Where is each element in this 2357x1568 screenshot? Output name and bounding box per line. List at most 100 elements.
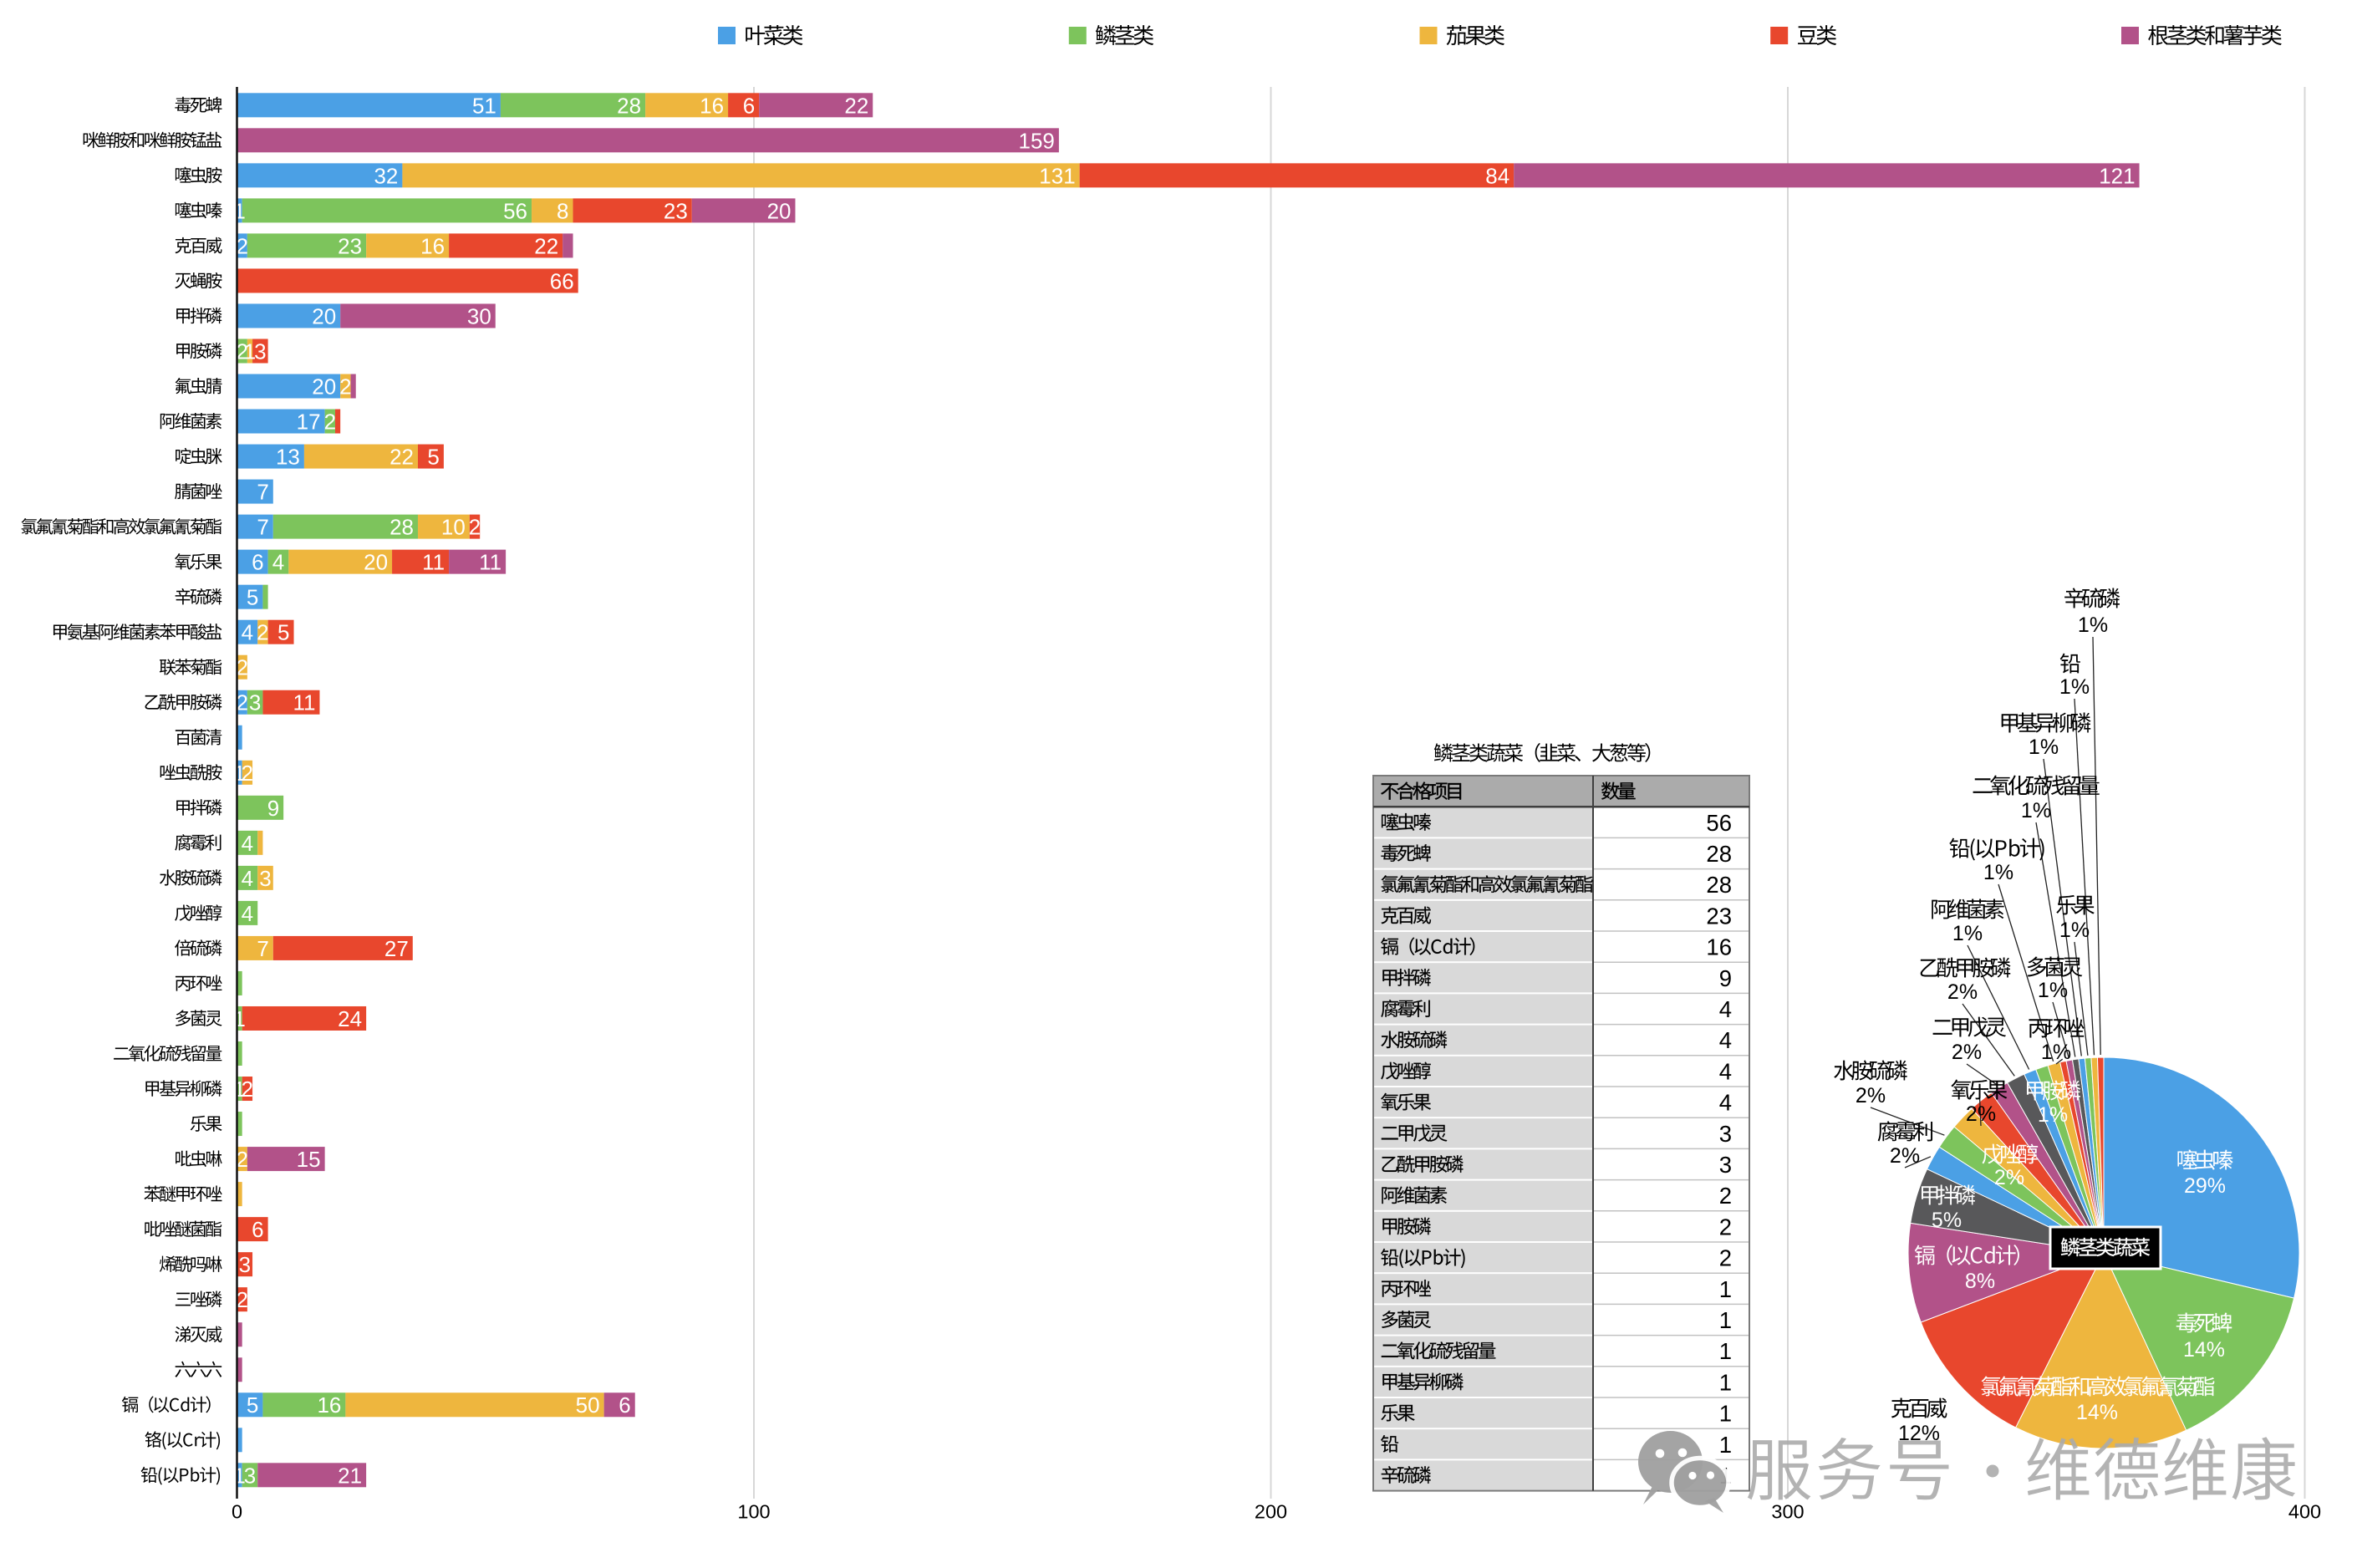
svg-text:9: 9 bbox=[1719, 965, 1732, 991]
svg-text:400: 400 bbox=[2288, 1501, 2321, 1523]
svg-text:1: 1 bbox=[1719, 1432, 1732, 1458]
svg-text:16: 16 bbox=[1706, 934, 1732, 960]
svg-text:2: 2 bbox=[236, 655, 247, 680]
svg-text:2%: 2% bbox=[1890, 1144, 1920, 1168]
svg-text:3: 3 bbox=[244, 1463, 256, 1488]
svg-text:30: 30 bbox=[467, 303, 491, 328]
svg-text:66: 66 bbox=[550, 268, 574, 293]
svg-text:22: 22 bbox=[389, 445, 414, 470]
svg-text:22: 22 bbox=[534, 233, 558, 258]
svg-text:8%: 8% bbox=[1965, 1270, 1995, 1293]
svg-text:1%: 1% bbox=[1952, 922, 1983, 945]
svg-text:7: 7 bbox=[257, 515, 268, 540]
svg-text:1%: 1% bbox=[2029, 736, 2059, 759]
svg-text:11: 11 bbox=[422, 550, 445, 575]
svg-text:4: 4 bbox=[1719, 996, 1732, 1022]
svg-text:16: 16 bbox=[317, 1392, 341, 1418]
svg-text:2%: 2% bbox=[1856, 1084, 1886, 1107]
svg-text:17: 17 bbox=[297, 410, 321, 435]
svg-text:15: 15 bbox=[297, 1147, 321, 1172]
svg-text:6: 6 bbox=[252, 550, 263, 575]
svg-text:159: 159 bbox=[1019, 128, 1055, 153]
svg-text:23: 23 bbox=[664, 198, 688, 223]
svg-text:2: 2 bbox=[236, 1287, 247, 1312]
svg-text:21: 21 bbox=[338, 1463, 362, 1488]
svg-text:7: 7 bbox=[257, 480, 268, 505]
svg-text:56: 56 bbox=[1706, 810, 1732, 836]
svg-text:3: 3 bbox=[254, 339, 266, 364]
svg-text:28: 28 bbox=[389, 515, 414, 540]
svg-text:3: 3 bbox=[249, 690, 261, 715]
svg-text:2%: 2% bbox=[1994, 1166, 2024, 1189]
svg-text:32: 32 bbox=[374, 163, 398, 188]
svg-text:2%: 2% bbox=[1966, 1102, 1996, 1126]
svg-text:2%: 2% bbox=[1947, 980, 1978, 1004]
svg-text:20: 20 bbox=[364, 550, 388, 575]
svg-text:1: 1 bbox=[1719, 1307, 1732, 1333]
svg-text:51: 51 bbox=[472, 93, 496, 118]
svg-text:9: 9 bbox=[267, 796, 279, 821]
svg-text:56: 56 bbox=[503, 198, 527, 223]
svg-text:4: 4 bbox=[242, 866, 253, 891]
svg-text:2: 2 bbox=[324, 410, 336, 435]
svg-text:2%: 2% bbox=[1952, 1041, 1982, 1064]
svg-text:2: 2 bbox=[1719, 1183, 1732, 1209]
svg-text:16: 16 bbox=[420, 233, 445, 258]
svg-text:28: 28 bbox=[617, 93, 641, 118]
svg-text:5%: 5% bbox=[1932, 1209, 1962, 1232]
svg-text:8: 8 bbox=[557, 198, 568, 223]
svg-text:5: 5 bbox=[247, 1392, 258, 1418]
svg-text:0: 0 bbox=[232, 1501, 242, 1523]
svg-text:28: 28 bbox=[1706, 841, 1732, 867]
svg-text:5: 5 bbox=[427, 445, 439, 470]
svg-text:1: 1 bbox=[233, 1006, 245, 1031]
svg-text:1: 1 bbox=[1719, 1369, 1732, 1395]
svg-text:4: 4 bbox=[1719, 1058, 1732, 1084]
svg-text:1%: 1% bbox=[2038, 1103, 2068, 1127]
svg-text:2: 2 bbox=[236, 339, 247, 364]
svg-text:6: 6 bbox=[743, 93, 755, 118]
svg-text:5: 5 bbox=[277, 620, 289, 645]
svg-text:13: 13 bbox=[276, 445, 300, 470]
svg-text:1%: 1% bbox=[2041, 1041, 2071, 1064]
svg-text:22: 22 bbox=[844, 93, 868, 118]
svg-text:2: 2 bbox=[236, 690, 247, 715]
svg-text:1%: 1% bbox=[1983, 861, 2013, 884]
svg-text:10: 10 bbox=[441, 515, 466, 540]
svg-text:1: 1 bbox=[1719, 1401, 1732, 1427]
svg-text:2: 2 bbox=[469, 515, 481, 540]
svg-text:1%: 1% bbox=[2059, 675, 2090, 699]
svg-text:2: 2 bbox=[1719, 1214, 1732, 1240]
svg-text:121: 121 bbox=[2099, 163, 2135, 188]
svg-text:3: 3 bbox=[239, 1252, 251, 1277]
svg-text:14%: 14% bbox=[2076, 1401, 2118, 1424]
svg-text:2: 2 bbox=[236, 233, 247, 258]
svg-text:23: 23 bbox=[338, 233, 362, 258]
svg-text:1: 1 bbox=[244, 339, 256, 364]
svg-text:1%: 1% bbox=[2059, 919, 2090, 942]
svg-text:7: 7 bbox=[257, 936, 268, 961]
svg-text:24: 24 bbox=[338, 1006, 362, 1031]
svg-text:2: 2 bbox=[339, 374, 351, 400]
svg-text:4: 4 bbox=[242, 620, 253, 645]
svg-text:4: 4 bbox=[242, 901, 253, 926]
svg-text:14%: 14% bbox=[2183, 1338, 2225, 1362]
svg-text:6: 6 bbox=[619, 1392, 630, 1418]
svg-text:4: 4 bbox=[242, 831, 253, 856]
svg-text:3: 3 bbox=[1719, 1152, 1732, 1178]
svg-text:5: 5 bbox=[247, 585, 258, 610]
svg-text:200: 200 bbox=[1255, 1501, 1287, 1523]
svg-text:29%: 29% bbox=[2184, 1174, 2226, 1198]
svg-text:11: 11 bbox=[479, 550, 501, 575]
svg-text:2: 2 bbox=[236, 1147, 247, 1172]
svg-text:20: 20 bbox=[767, 198, 792, 223]
svg-text:131: 131 bbox=[1039, 163, 1075, 188]
svg-text:11: 11 bbox=[293, 690, 316, 715]
svg-text:1: 1 bbox=[1719, 1276, 1732, 1302]
svg-text:20: 20 bbox=[312, 374, 336, 400]
svg-text:16: 16 bbox=[700, 93, 724, 118]
svg-text:4: 4 bbox=[1719, 1090, 1732, 1116]
svg-text:6: 6 bbox=[252, 1217, 263, 1242]
svg-text:2: 2 bbox=[257, 620, 268, 645]
svg-text:1: 1 bbox=[1719, 1338, 1732, 1364]
